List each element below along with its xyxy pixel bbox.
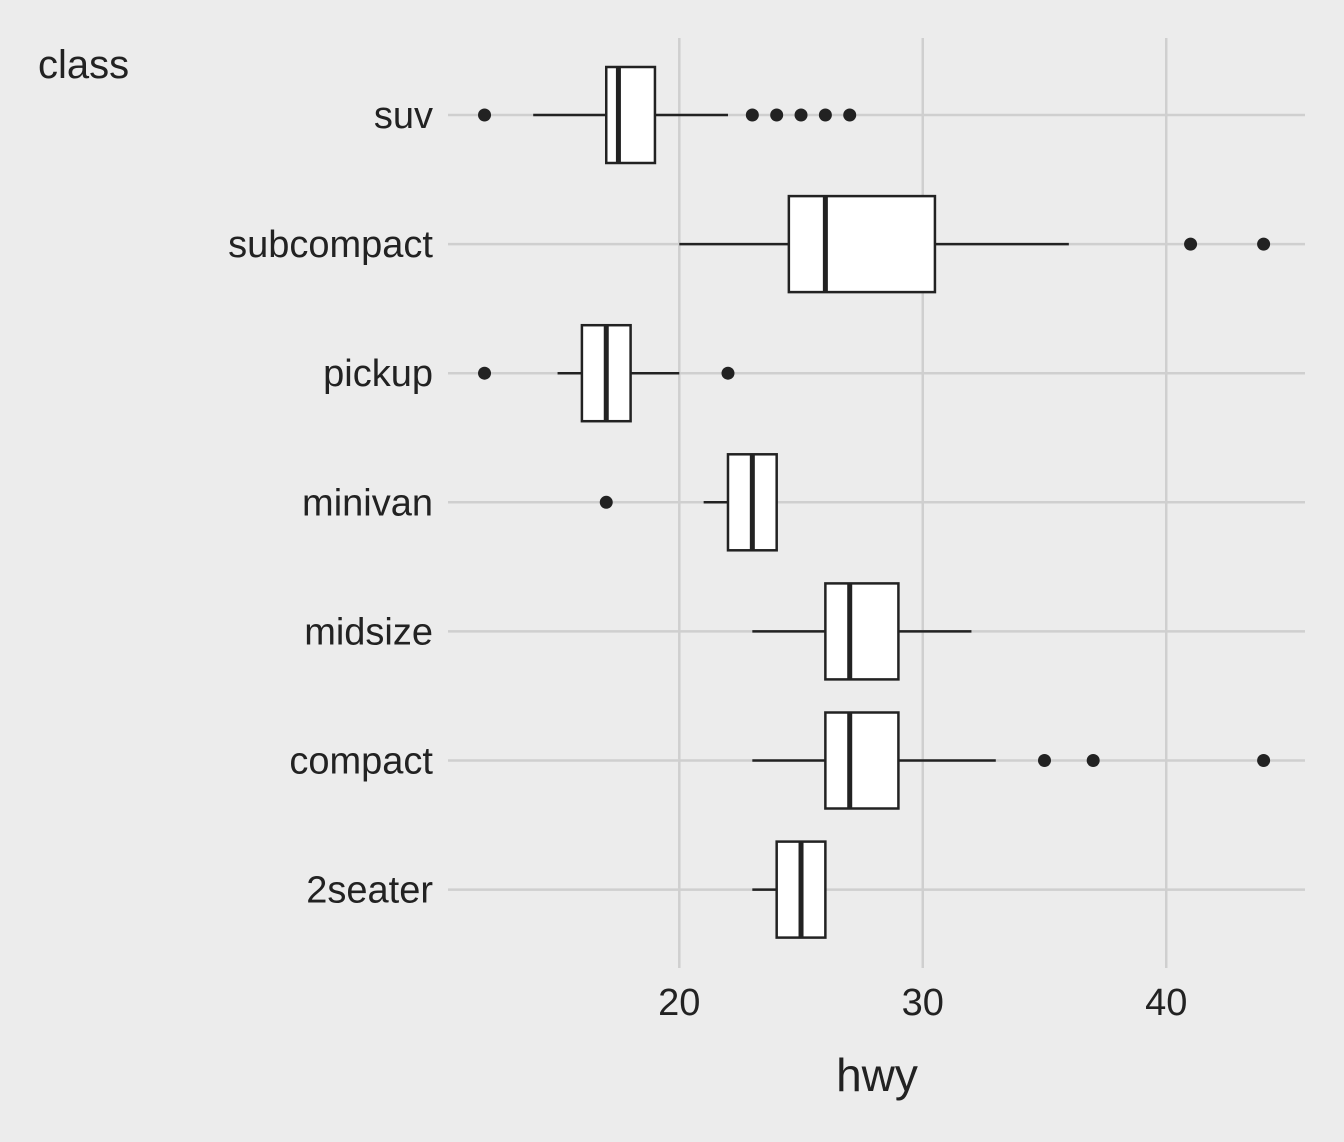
category-label: midsize <box>304 611 433 653</box>
outlier-point <box>818 108 832 122</box>
outlier-point <box>478 366 492 380</box>
x-tick-label: 30 <box>902 982 944 1024</box>
y-axis-label: class <box>38 43 129 87</box>
box-iqr <box>824 711 900 810</box>
outlier-point <box>478 108 492 122</box>
outlier-point <box>1037 754 1051 767</box>
category-label: pickup <box>323 353 433 395</box>
x-tick-label: 40 <box>1145 982 1187 1024</box>
x-tick-label-layer: 20 30 40 <box>658 982 1187 1024</box>
category-label: 2seater <box>306 870 433 912</box>
box-suv <box>478 65 857 165</box>
box-compact <box>752 711 1271 810</box>
box-iqr <box>824 582 900 681</box>
box-subcompact <box>679 194 1271 294</box>
outlier-point <box>1257 237 1271 251</box>
outlier-point <box>770 108 784 122</box>
box-layer <box>478 65 1271 939</box>
outlier-point <box>599 495 613 509</box>
box-2seater <box>752 840 827 939</box>
box-pickup <box>478 323 735 423</box>
category-label: compact <box>289 741 433 783</box>
outlier-point <box>843 108 857 122</box>
box-iqr <box>605 65 657 165</box>
category-label: suv <box>374 95 433 137</box>
outlier-point <box>1184 237 1198 251</box>
category-label-layer: suv subcompact pickup minivan midsize compact… <box>228 95 433 912</box>
outlier-point <box>1086 754 1100 767</box>
x-axis-label: hwy <box>836 1049 918 1101</box>
outlier-point <box>721 366 735 380</box>
box-iqr <box>787 194 937 294</box>
outlier-point <box>794 108 808 122</box>
box-midsize <box>752 582 972 681</box>
category-label: subcompact <box>228 224 433 266</box>
box-minivan <box>599 453 778 552</box>
x-tick-label: 20 <box>658 982 700 1024</box>
outlier-point <box>745 108 759 122</box>
category-label: minivan <box>302 482 433 524</box>
outlier-point <box>1257 754 1271 767</box>
